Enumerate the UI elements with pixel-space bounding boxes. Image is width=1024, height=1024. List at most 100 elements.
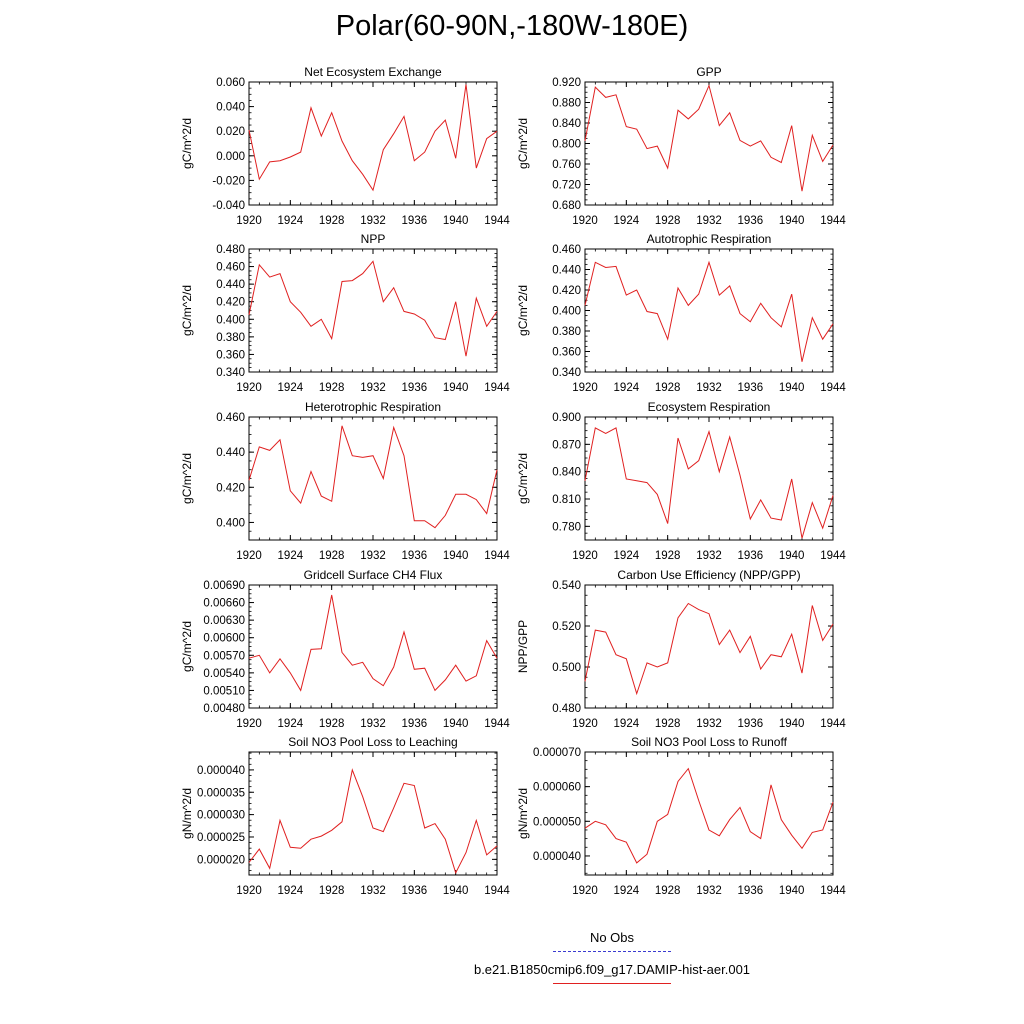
y-tick-label: 0.520 [552,621,581,633]
x-tick-label: 1932 [696,885,722,897]
x-tick-label: 1932 [696,550,722,562]
series-line [248,594,498,692]
x-tick-label: 1924 [614,215,640,227]
chart-title: NPP [361,232,386,246]
plot-frame [248,416,498,541]
y-tick-label: 0.340 [552,367,581,379]
chart-title: Soil NO3 Pool Loss to Leaching [288,735,457,749]
x-tick-label: 1944 [820,885,846,897]
y-axis-label: gC/m^2/d [516,453,530,504]
y-axis-label: gN/m^2/d [180,788,194,839]
x-tick-label: 1936 [402,718,428,730]
plot-frame [584,584,834,709]
y-tick-label: 0.00660 [203,598,245,610]
x-tick-label: 1944 [820,718,846,730]
x-tick-label: 1936 [402,885,428,897]
y-tick-label: 0.360 [216,349,245,361]
x-tick-label: 1932 [360,885,386,897]
plot-frame [248,584,498,709]
y-tick-label: 0.760 [552,159,581,171]
y-tick-label: 0.800 [552,139,581,151]
chart-title: Soil NO3 Pool Loss to Runoff [631,735,788,749]
y-tick-label: 0.340 [216,367,245,379]
y-axis-label: gN/m^2/d [516,788,530,839]
x-tick-label: 1940 [443,885,469,897]
y-tick-label: 0.460 [216,412,245,424]
x-tick-label: 1920 [572,718,598,730]
x-tick-label: 1936 [402,215,428,227]
x-tick-label: 1928 [319,885,345,897]
x-tick-label: 1944 [484,215,510,227]
legend-obs-label: No Obs [589,930,635,945]
y-tick-label: 0.440 [216,279,245,291]
x-tick-label: 1928 [655,382,681,394]
x-tick-label: 1936 [738,215,764,227]
y-axis-label: gC/m^2/d [180,621,194,672]
y-tick-label: 0.480 [216,244,245,256]
y-tick-label: 0.000040 [197,765,245,777]
x-tick-label: 1928 [319,382,345,394]
y-axis-label: gC/m^2/d [516,285,530,336]
y-tick-label: 0.680 [552,200,581,212]
x-tick-label: 1920 [236,215,262,227]
y-tick-label: 0.000035 [197,787,245,799]
y-tick-label: 0.870 [552,439,581,451]
x-tick-label: 1940 [443,550,469,562]
x-tick-label: 1940 [779,718,805,730]
series-line [584,602,834,696]
page-title: Polar(60-90N,-180W-180E) [335,10,689,42]
y-tick-label: 0.000040 [533,851,581,863]
series-line [584,767,834,864]
y-tick-label: 0.380 [552,326,581,338]
x-tick-label: 1944 [484,718,510,730]
x-tick-label: 1920 [572,215,598,227]
y-tick-label: 0.000050 [533,816,581,828]
x-tick-label: 1928 [655,718,681,730]
y-tick-label: 0.420 [216,482,245,494]
x-tick-label: 1940 [779,382,805,394]
y-tick-label: 0.400 [216,314,245,326]
y-tick-label: 0.380 [216,332,245,344]
y-tick-label: 0.440 [552,265,581,277]
x-tick-label: 1924 [278,885,304,897]
y-axis-label: gC/m^2/d [516,118,530,169]
x-tick-label: 1944 [820,382,846,394]
series-line [248,260,498,357]
chart-title: Carbon Use Efficiency (NPP/GPP) [617,568,800,582]
plot-frame [584,248,834,373]
y-tick-label: 0.040 [216,102,245,114]
x-tick-label: 1928 [319,550,345,562]
x-tick-label: 1920 [236,885,262,897]
x-tick-label: 1924 [278,215,304,227]
x-tick-label: 1928 [319,215,345,227]
y-tick-label: 0.400 [552,306,581,318]
y-tick-label: 0.440 [216,447,245,459]
x-tick-label: 1920 [572,885,598,897]
series-line [584,427,834,539]
x-tick-label: 1932 [696,382,722,394]
x-tick-label: 1920 [572,550,598,562]
y-tick-label: 0.000030 [197,810,245,822]
x-tick-label: 1932 [360,382,386,394]
plot-frame [248,248,498,373]
x-tick-label: 1932 [360,550,386,562]
y-tick-label: 0.00510 [203,685,245,697]
y-tick-label: 0.780 [552,521,581,533]
chart-title: Net Ecosystem Exchange [304,65,442,79]
y-tick-label: 0.420 [552,285,581,297]
y-axis-label: gC/m^2/d [180,453,194,504]
legend-model-label: b.e21.B1850cmip6.f09_g17.DAMIP-hist-aer.… [473,962,751,977]
plot-frame [584,751,834,876]
x-tick-label: 1936 [738,718,764,730]
x-tick-label: 1940 [443,382,469,394]
plot-frame [584,81,834,206]
plot-frame [584,416,834,541]
y-tick-label: 0.00480 [203,703,245,715]
y-tick-label: 0.00570 [203,650,245,662]
y-tick-label: 0.000 [216,151,245,163]
y-tick-label: 0.460 [216,262,245,274]
y-axis-label: gC/m^2/d [180,118,194,169]
x-tick-label: 1924 [278,718,304,730]
x-tick-label: 1936 [738,550,764,562]
x-tick-label: 1924 [614,718,640,730]
